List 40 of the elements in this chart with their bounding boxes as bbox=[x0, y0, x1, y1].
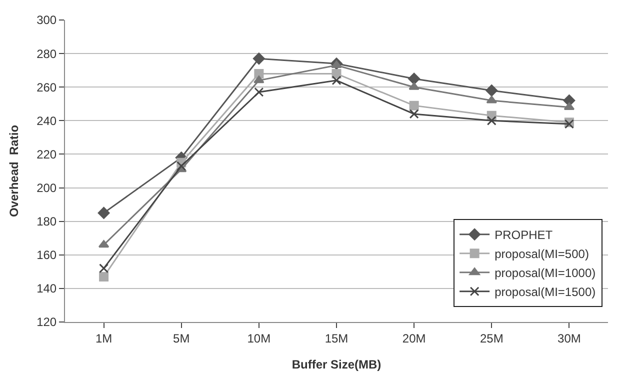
y-tick-label: 180 bbox=[36, 214, 57, 229]
legend-label: PROPHET bbox=[494, 228, 554, 242]
point bbox=[332, 68, 342, 78]
point bbox=[331, 60, 342, 68]
x-tick-label: 20M bbox=[402, 331, 426, 346]
point bbox=[486, 84, 498, 96]
point bbox=[99, 272, 109, 282]
y-tick-label: 200 bbox=[36, 180, 57, 195]
y-tick-label: 140 bbox=[36, 282, 57, 296]
x-axis-title: Buffer Size(MB) bbox=[292, 357, 382, 372]
y-tick-label: 260 bbox=[36, 80, 57, 94]
x-tick-label: 30M bbox=[558, 331, 581, 346]
y-tick-label: 300 bbox=[36, 13, 57, 28]
point bbox=[254, 68, 264, 78]
y-axis-title: Overhead Ratio bbox=[6, 124, 21, 218]
legend-label: proposal(MI=1000) bbox=[494, 266, 596, 280]
point bbox=[252, 52, 265, 65]
point bbox=[408, 82, 420, 90]
legend-label: proposal(MI=500) bbox=[494, 247, 589, 262]
x-tick-label: 15M bbox=[324, 331, 348, 346]
y-tick-label: 160 bbox=[36, 248, 57, 262]
y-tick-label: 240 bbox=[36, 114, 57, 128]
legend-label: proposal(MI=1500) bbox=[494, 285, 596, 300]
point bbox=[98, 206, 110, 219]
point bbox=[332, 76, 342, 86]
point bbox=[176, 161, 186, 171]
point bbox=[254, 76, 264, 84]
x-tick-label: 10M bbox=[247, 331, 271, 346]
point bbox=[99, 264, 109, 274]
point bbox=[409, 100, 419, 110]
y-tick-label: 120 bbox=[36, 315, 57, 330]
y-tick-label: 280 bbox=[36, 46, 57, 61]
x-tick-label: 1M bbox=[95, 331, 112, 346]
point bbox=[254, 87, 264, 97]
point bbox=[409, 109, 419, 119]
point bbox=[486, 116, 496, 126]
x-tick-label: 25M bbox=[480, 331, 504, 346]
point bbox=[408, 72, 420, 85]
y-tick-label: 220 bbox=[36, 147, 57, 162]
x-tick-label: 5M bbox=[173, 331, 190, 346]
